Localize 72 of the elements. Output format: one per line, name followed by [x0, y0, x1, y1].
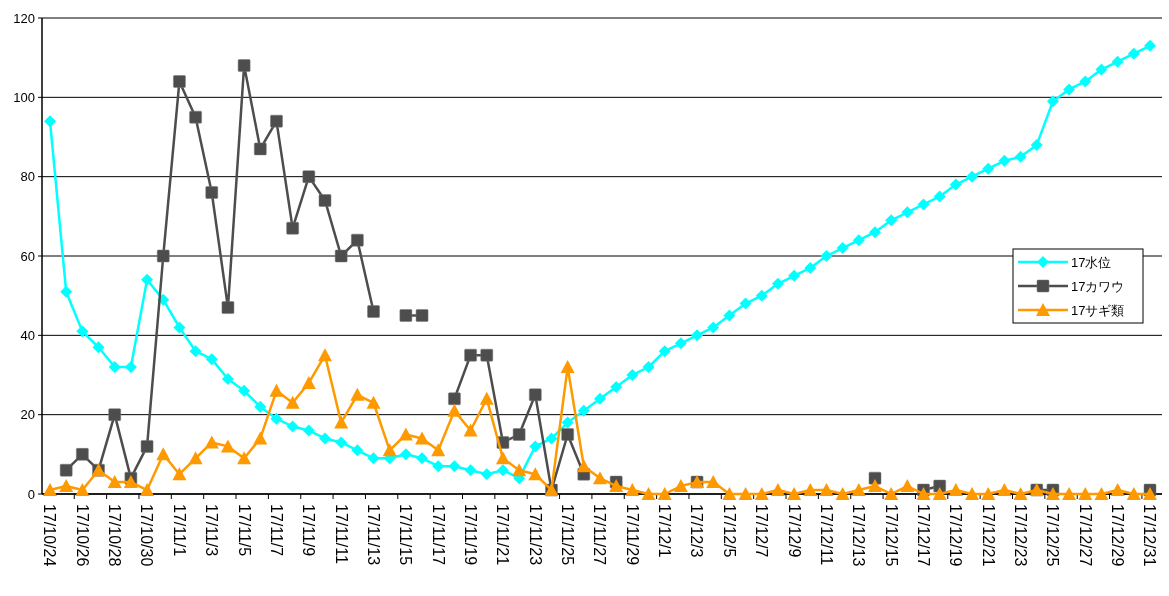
x-tick-label: 17/12/29 — [1109, 504, 1127, 567]
point — [140, 440, 154, 453]
y-tick-label: 80 — [20, 169, 35, 185]
x-tick-label: 17/11/23 — [526, 504, 544, 566]
x-tick-label: 17/12/5 — [720, 504, 738, 558]
point — [286, 221, 299, 235]
point — [448, 392, 461, 406]
point — [108, 408, 121, 421]
point — [367, 305, 380, 318]
point — [480, 348, 494, 362]
x-tick-label: 17/11/27 — [591, 504, 609, 566]
point — [464, 348, 477, 362]
legend-label: 17サギ類 — [1071, 302, 1125, 318]
point — [529, 388, 542, 402]
y-tick-label: 20 — [20, 407, 35, 423]
point — [399, 309, 413, 322]
x-tick-label: 17/11/13 — [364, 504, 382, 566]
point — [561, 428, 574, 441]
x-tick-label: 17/11/15 — [397, 504, 415, 566]
point — [254, 142, 267, 156]
point — [173, 75, 186, 88]
point — [221, 301, 235, 314]
x-tick-label: 17/11/3 — [203, 504, 221, 557]
x-tick-label: 17/12/17 — [914, 504, 932, 567]
x-tick-label: 17/11/21 — [494, 504, 512, 566]
x-tick-label: 17/11/1 — [170, 504, 188, 557]
point — [318, 194, 332, 207]
point — [334, 249, 348, 263]
x-tick-label: 17/10/24 — [41, 504, 59, 567]
point — [59, 463, 73, 477]
x-tick-label: 17/10/28 — [106, 504, 124, 567]
x-tick-label: 17/11/9 — [300, 504, 318, 557]
x-tick-label: 17/12/9 — [785, 504, 803, 558]
x-tick-label: 17/12/7 — [753, 504, 771, 558]
point — [189, 110, 202, 124]
point — [512, 428, 526, 441]
x-tick-label: 17/12/13 — [850, 504, 868, 567]
y-tick-label: 60 — [20, 248, 35, 264]
point — [237, 59, 251, 72]
point — [302, 170, 316, 183]
point — [868, 471, 882, 485]
x-tick-label: 17/12/1 — [656, 504, 674, 558]
x-tick-label: 17/11/7 — [267, 504, 285, 557]
x-tick-label: 17/12/19 — [947, 504, 965, 567]
y-tick-label: 0 — [27, 486, 35, 502]
point — [205, 186, 219, 199]
point — [415, 309, 429, 322]
point — [76, 448, 89, 461]
point — [351, 233, 364, 247]
x-tick-label: 17/10/30 — [138, 504, 156, 567]
x-tick-label: 17/11/19 — [461, 504, 479, 566]
point — [156, 249, 170, 263]
x-tick-label: 17/12/31 — [1141, 504, 1159, 567]
point — [270, 114, 283, 128]
x-tick-label: 17/12/23 — [1011, 504, 1029, 567]
x-tick-label: 17/10/26 — [73, 504, 91, 567]
x-tick-label: 17/12/27 — [1076, 504, 1094, 567]
x-tick-label: 17/11/29 — [623, 504, 641, 566]
x-tick-label: 17/11/5 — [235, 504, 253, 557]
y-tick-label: 40 — [20, 327, 35, 343]
x-tick-label: 17/12/11 — [817, 504, 835, 566]
x-tick-label: 17/11/11 — [332, 504, 350, 565]
x-tick-label: 17/12/25 — [1044, 504, 1062, 567]
x-tick-label: 17/12/3 — [688, 504, 706, 558]
y-tick-label: 120 — [13, 10, 35, 26]
x-tick-label: 17/12/15 — [882, 504, 900, 567]
x-tick-label: 17/11/25 — [559, 504, 577, 566]
legend-label: 17カワウ — [1071, 278, 1125, 294]
x-tick-label: 17/12/21 — [979, 504, 997, 567]
legend-label: 17水位 — [1071, 254, 1112, 270]
x-tick-label: 17/11/17 — [429, 504, 447, 566]
y-tick-label: 100 — [13, 89, 35, 105]
